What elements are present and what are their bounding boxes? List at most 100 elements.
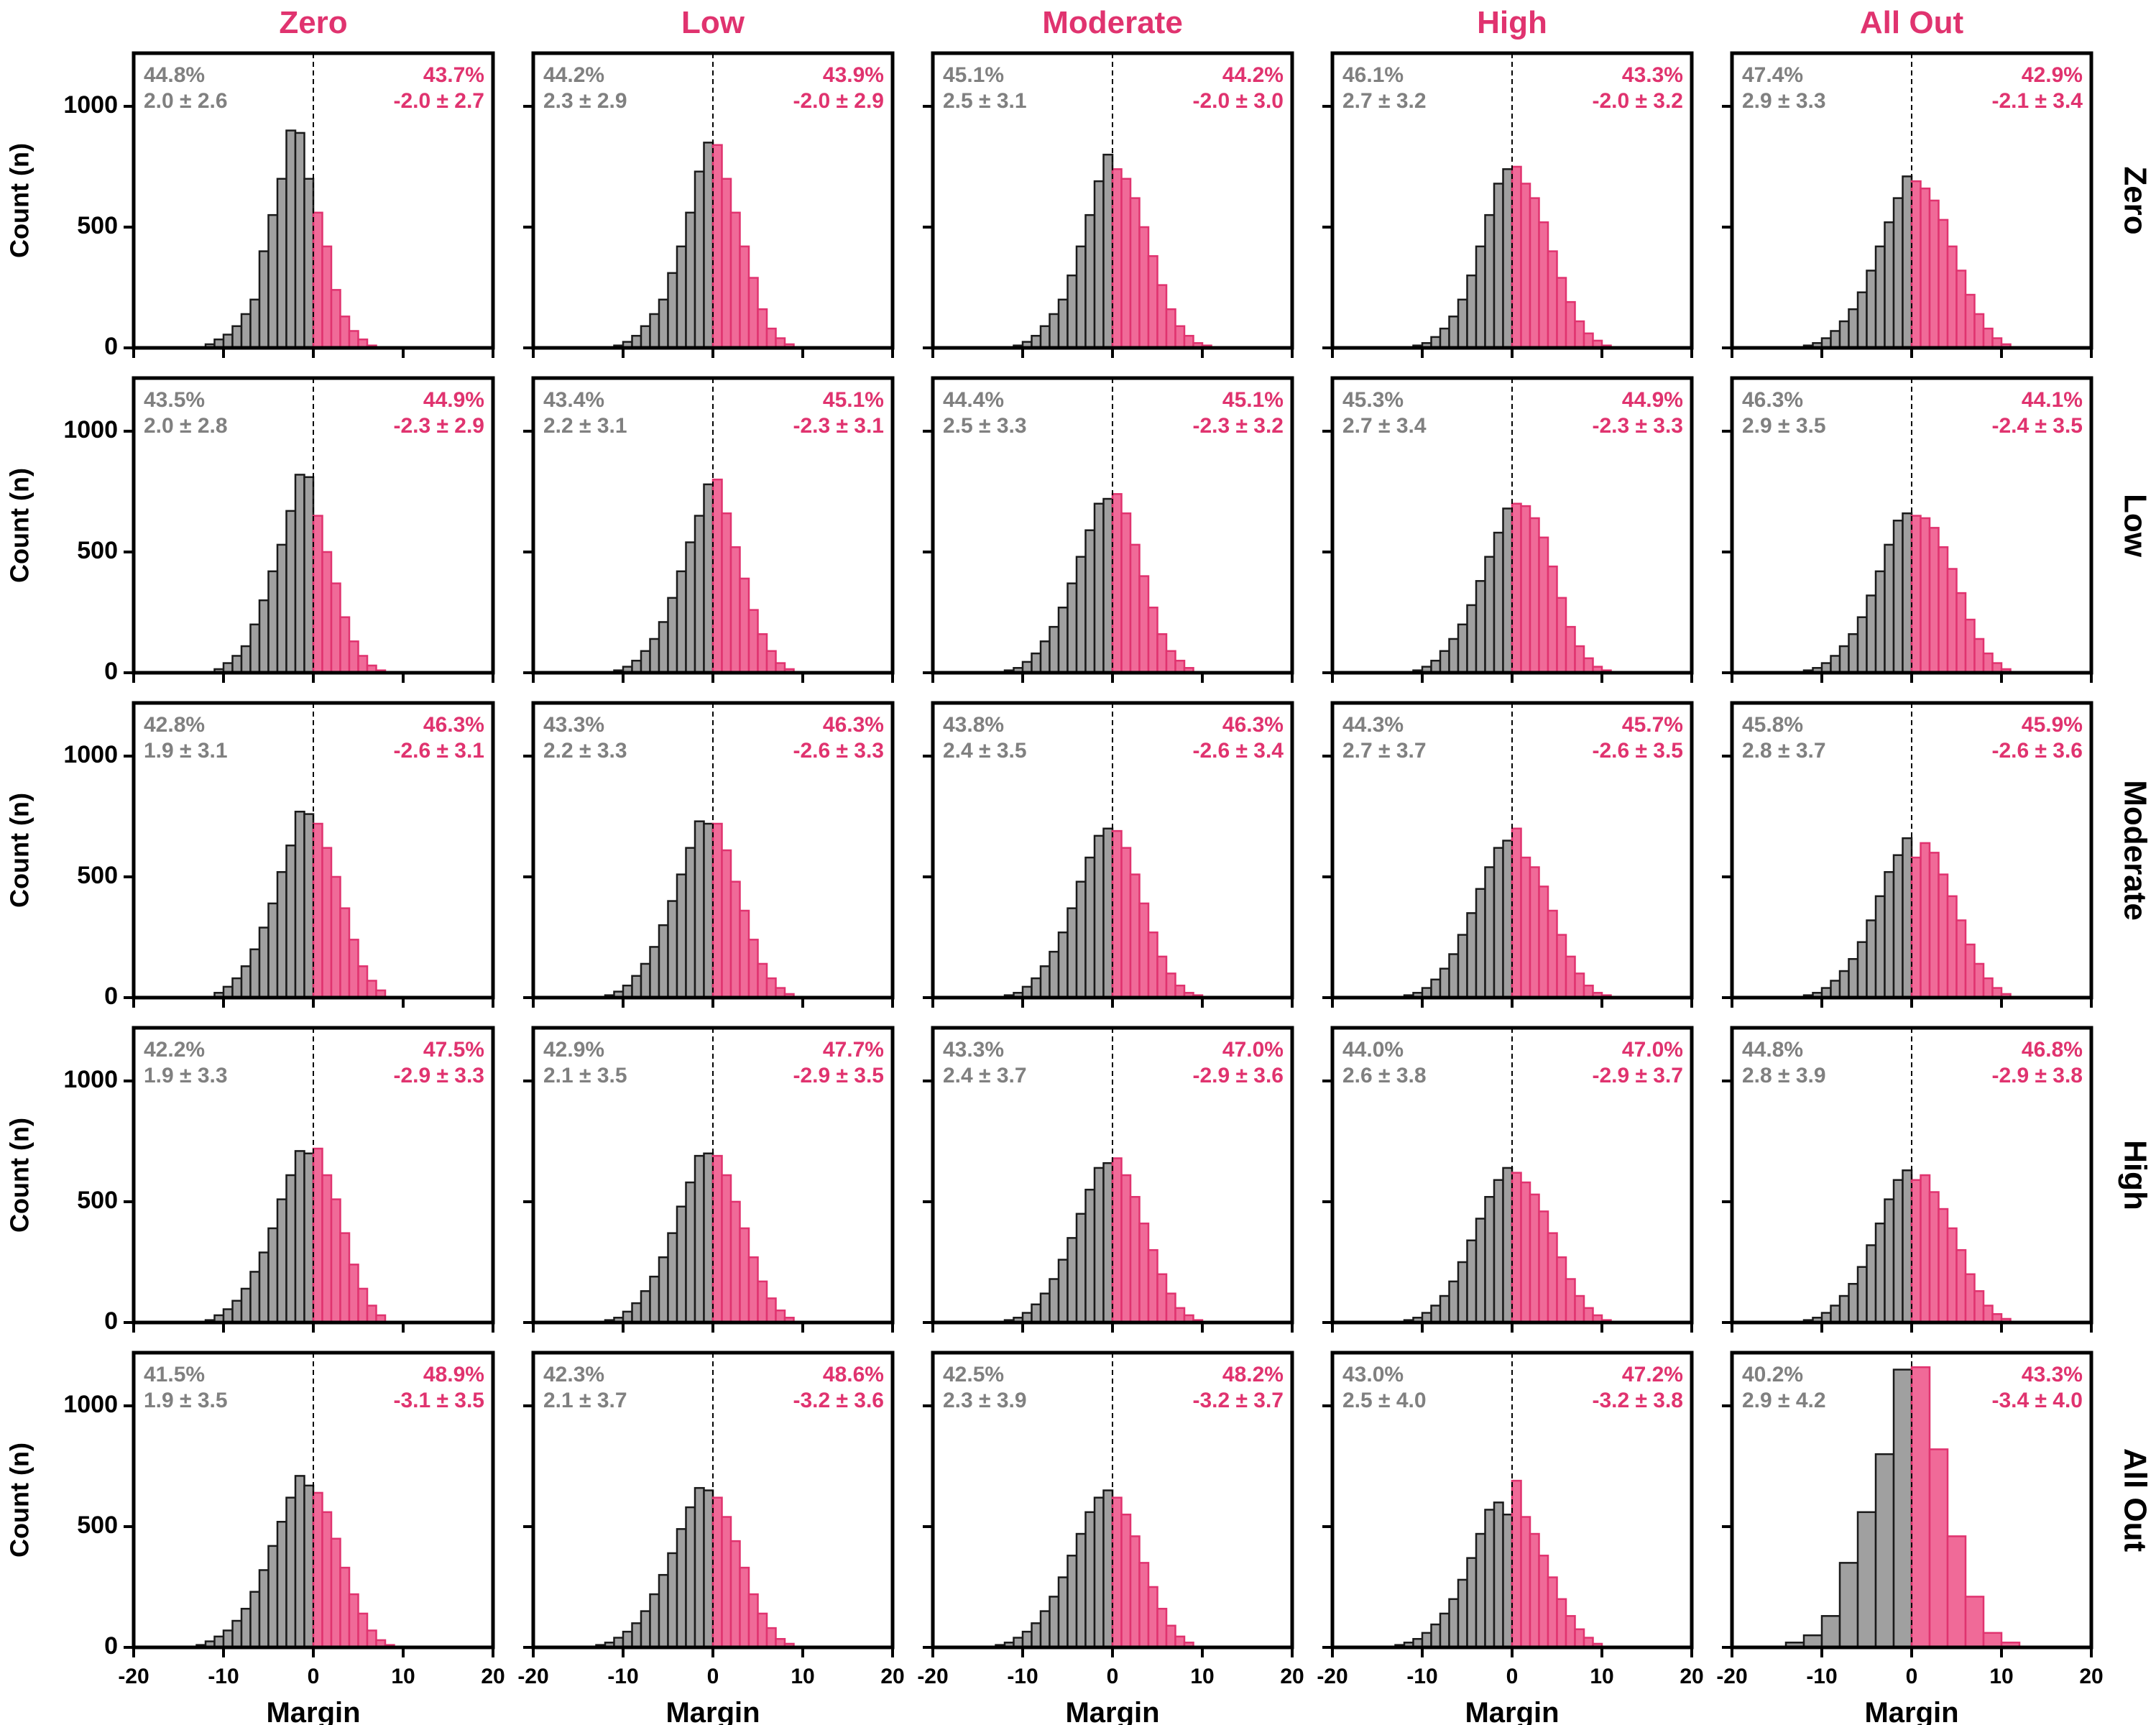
histogram-bar-positive (1111, 1496, 1123, 1649)
histogram-bar-negative (1457, 623, 1468, 674)
right-percent: 46.8% (2022, 1038, 2083, 1062)
histogram-bar-positive (765, 327, 777, 349)
histogram-bar-positive (1174, 325, 1186, 349)
histogram-bar-negative (1838, 645, 1850, 674)
histogram-bar-negative (1057, 1259, 1069, 1324)
histogram-bar-negative (294, 132, 305, 349)
y-tick-label: 1000 (63, 1066, 118, 1093)
left-stat: 1.9 ± 3.1 (144, 739, 228, 763)
left-percent: 43.4% (543, 388, 604, 412)
left-percent: 44.8% (1742, 1038, 1803, 1062)
histogram-bar-positive (366, 980, 377, 999)
column-title: All Out (1860, 5, 1964, 40)
histogram-bar-positive (1538, 886, 1549, 999)
histogram-bar-negative (240, 1287, 252, 1324)
x-tick-label: 0 (308, 1665, 320, 1688)
x-tick-label: -20 (1716, 1665, 1747, 1688)
histogram-bar-positive (1156, 632, 1168, 674)
x-tick-label: 20 (880, 1665, 904, 1688)
histogram-bar-negative (1439, 1612, 1450, 1649)
histogram-bar-negative (267, 213, 279, 349)
histogram-bar-positive (321, 1511, 333, 1649)
x-tick-label: 20 (1680, 1665, 1703, 1688)
histogram-bar-negative (649, 946, 660, 999)
histogram-bar-negative (240, 313, 252, 349)
histogram-bar-negative (631, 334, 642, 349)
histogram-bar-positive (1964, 1273, 1976, 1324)
histogram-bar-positive (348, 1593, 359, 1649)
histogram-bar-positive (1111, 829, 1123, 999)
histogram-bar-positive (1556, 934, 1567, 999)
histogram-bar-positive (1147, 932, 1158, 999)
histogram-bar-positive (1955, 270, 1967, 349)
histogram-bar-negative (676, 245, 687, 349)
y-axis-label: Count (n) (5, 143, 34, 258)
histogram-bar-positive (1574, 972, 1585, 999)
right-stat: -3.2 ± 3.8 (1592, 1389, 1683, 1412)
histogram-bar-positive (1583, 984, 1594, 999)
histogram-bar-negative (1475, 580, 1486, 674)
histogram-bar-positive (1928, 852, 1940, 999)
histogram-bar-negative (231, 1300, 243, 1324)
histogram-bar-negative (1067, 582, 1078, 674)
histogram-bar-positive (312, 1491, 323, 1649)
histogram-bar-positive (1156, 1273, 1168, 1324)
histogram-bar-negative (1856, 941, 1868, 999)
histogram-bar-positive (366, 1305, 377, 1324)
right-percent: 42.9% (2022, 63, 2083, 87)
x-tick-label: -20 (917, 1665, 948, 1688)
histogram-bar-negative (1093, 1167, 1105, 1324)
left-stat: 2.8 ± 3.7 (1742, 739, 1826, 763)
histogram-bar-negative (1093, 834, 1105, 999)
histogram-bar-negative (1838, 1562, 1859, 1649)
histogram-bar-positive (765, 977, 777, 999)
histogram-bar-negative (676, 1205, 687, 1324)
histogram-bar-negative (640, 650, 651, 674)
right-stat: -2.0 ± 3.2 (1592, 89, 1683, 113)
histogram-bar-negative (640, 1290, 651, 1324)
histogram-bar-negative (1502, 1167, 1514, 1324)
histogram-bar-negative (1049, 625, 1060, 674)
y-tick-label: 0 (104, 1632, 118, 1660)
histogram-bar-negative (1466, 912, 1478, 999)
histogram-bar-positive (1556, 1256, 1567, 1324)
left-percent: 45.8% (1742, 713, 1803, 737)
y-tick-label: 500 (77, 1187, 118, 1214)
histogram-bar-positive (330, 1198, 341, 1324)
left-percent: 45.3% (1342, 388, 1404, 412)
histogram-bar-positive (1973, 1290, 1985, 1324)
histogram-bar-negative (285, 1496, 297, 1649)
histogram-bar-positive (1529, 517, 1540, 674)
left-stat: 2.7 ± 3.2 (1342, 89, 1427, 113)
histogram-bar-positive (1111, 493, 1123, 674)
histogram-bar-negative (240, 965, 252, 999)
histogram-bar-negative (267, 570, 279, 674)
histogram-bar-positive (757, 1612, 768, 1649)
row-title: All Out (2117, 1448, 2152, 1552)
histogram-bar-positive (1583, 1307, 1594, 1324)
histogram-bar-negative (1830, 655, 1841, 674)
left-percent: 46.3% (1742, 388, 1803, 412)
histogram-bar-negative (1448, 1280, 1460, 1324)
x-axis-label: Margin (1065, 1697, 1159, 1725)
histogram-bar-negative (294, 474, 305, 674)
histogram-bar-positive (711, 1154, 723, 1324)
right-percent: 47.0% (1222, 1038, 1284, 1062)
histogram-bar-negative (1075, 1213, 1087, 1324)
histogram-bar-positive (1165, 650, 1176, 674)
histogram-bar-positive (1138, 1562, 1150, 1649)
left-percent: 43.8% (943, 713, 1004, 737)
histogram-bar-positive (765, 1627, 777, 1649)
histogram-bar-negative (1049, 313, 1060, 349)
histogram-bar-negative (1439, 967, 1450, 999)
histogram-bar-negative (222, 1629, 234, 1649)
histogram-bar-negative (258, 250, 270, 349)
right-stat: -2.0 ± 3.0 (1192, 89, 1284, 113)
histogram-bar-positive (1165, 308, 1176, 349)
histogram-bar-negative (249, 948, 261, 999)
histogram-bar-negative (1892, 520, 1904, 674)
x-tick-label: -10 (208, 1665, 239, 1688)
histogram-bar-negative (658, 621, 669, 674)
histogram-bar-positive (1964, 1596, 1985, 1649)
